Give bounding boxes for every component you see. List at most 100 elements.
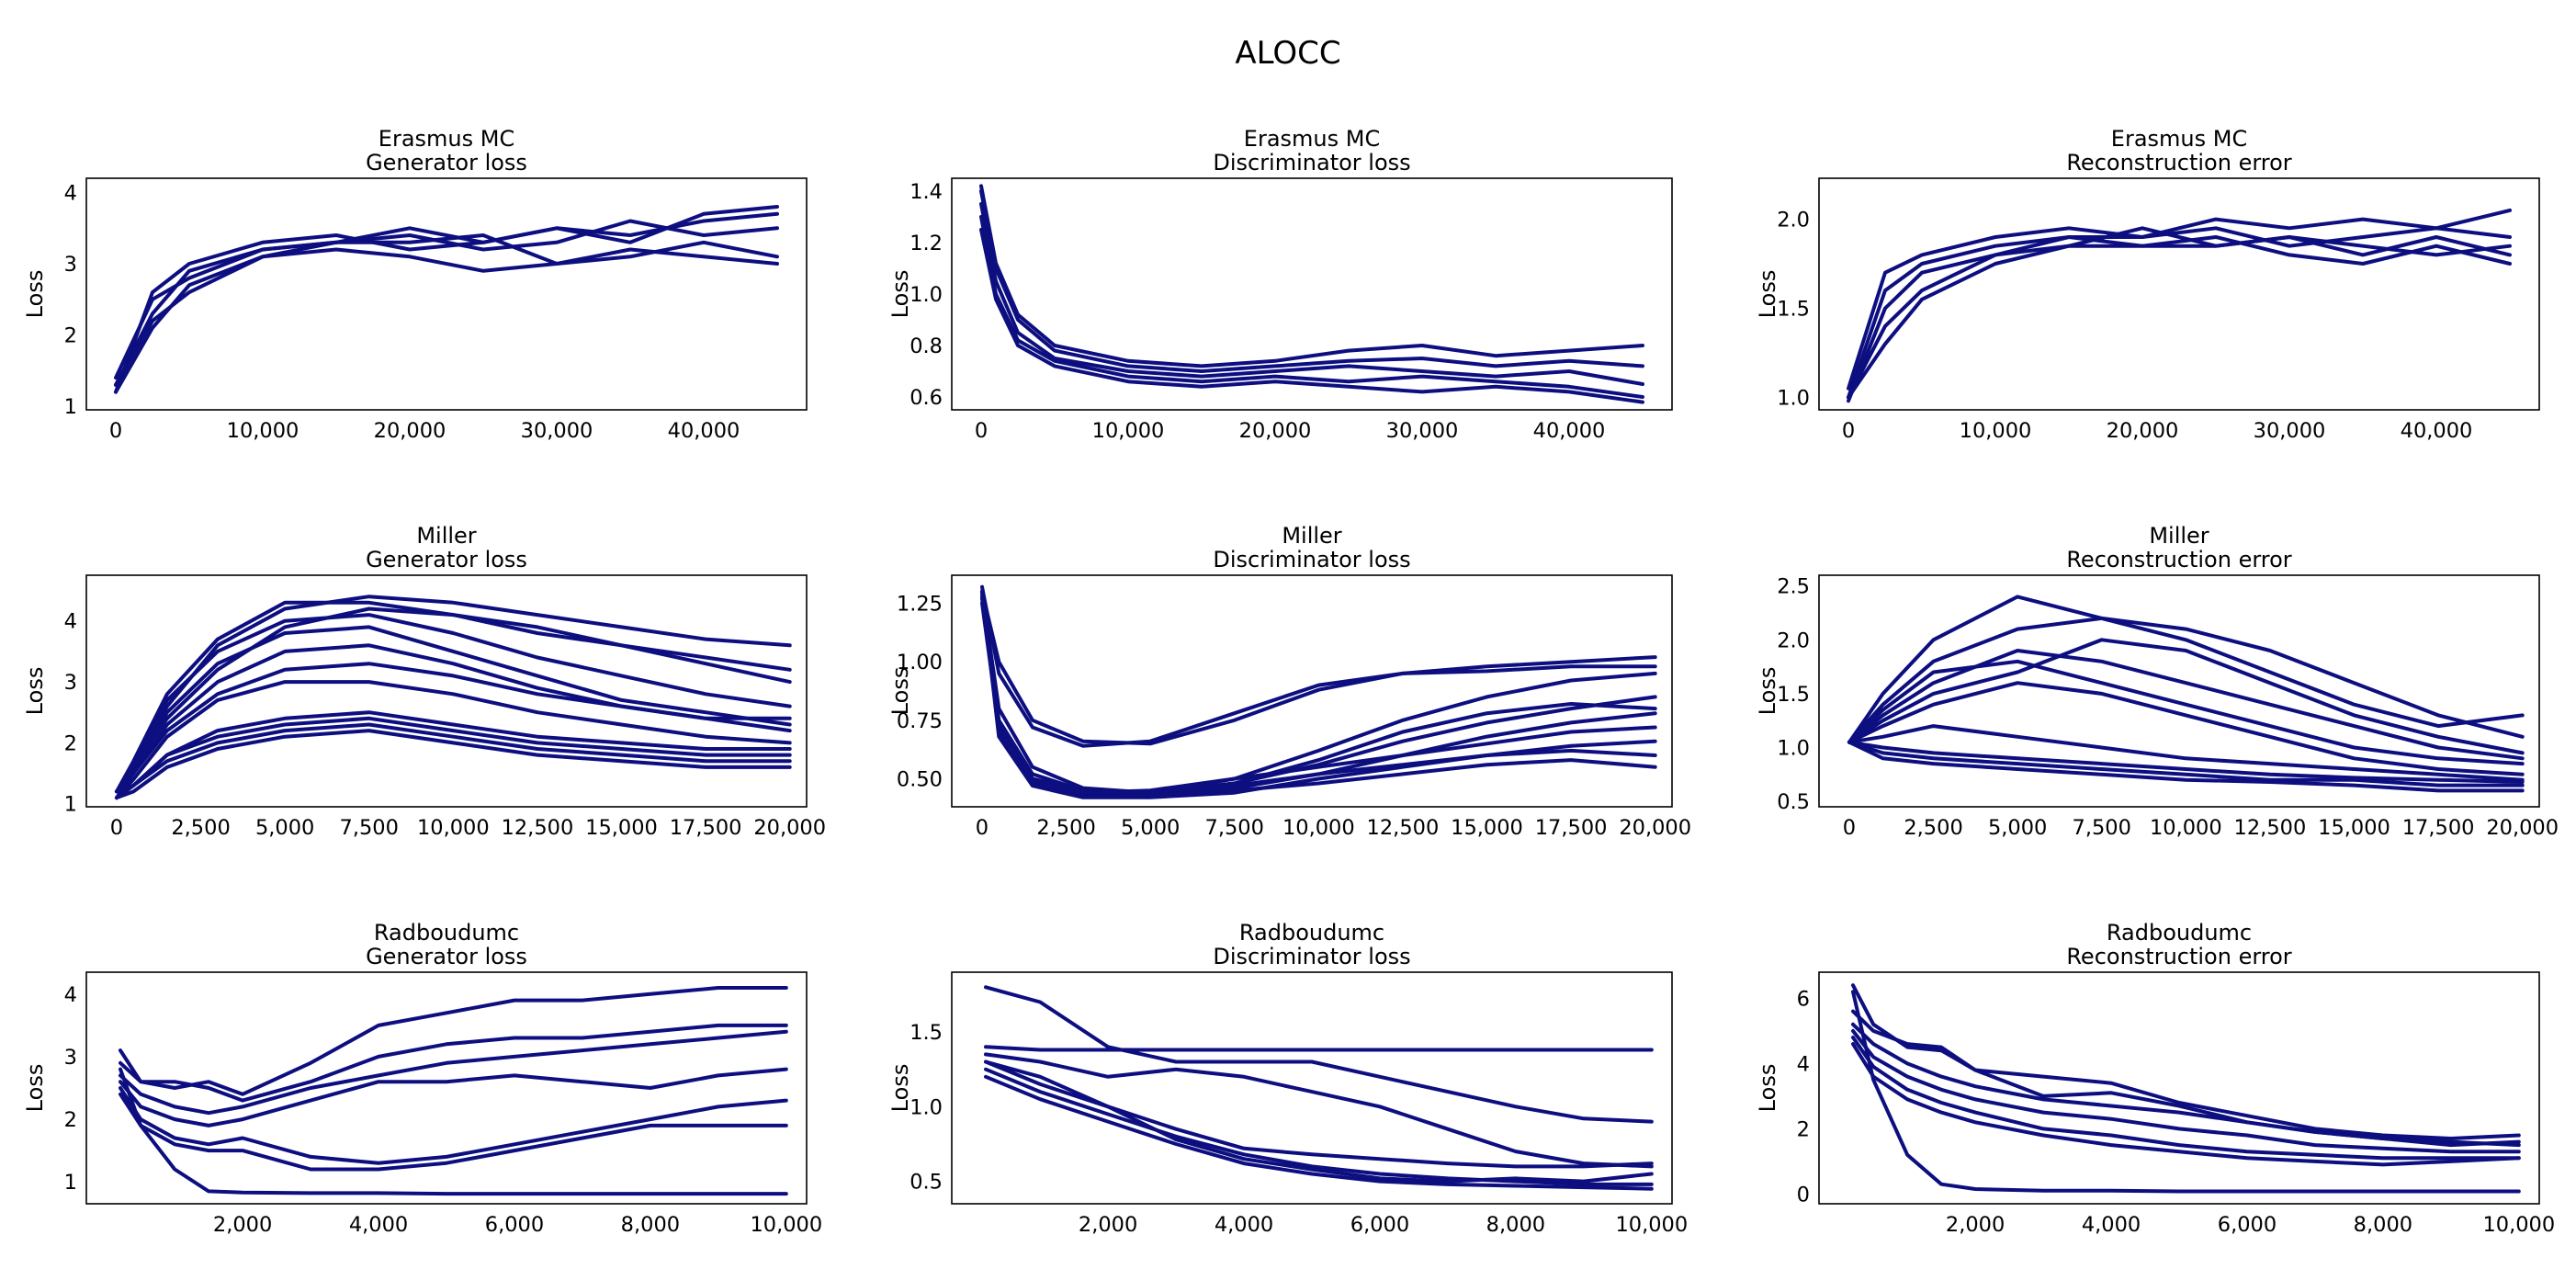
y-tick-label: 2 [64,324,77,348]
axes-frame [1818,574,2540,808]
y-tick-label: 2.0 [1777,629,1810,652]
x-tick-label: 7,500 [340,816,399,840]
series-line-5 [119,1067,788,1127]
y-tick-label: 0.8 [910,334,943,358]
series-line-6 [1847,724,2525,782]
axes-frame [1818,971,2540,1205]
axes-frame [85,971,808,1205]
series-line-5 [984,1067,1654,1186]
x-tick-label: 10,000 [1092,419,1165,443]
y-axis-label: Loss [1755,1064,1780,1113]
axes-frame [951,177,1673,411]
x-tick-label: 10,000 [750,1213,822,1237]
axes-frame [951,971,1673,1205]
series-group [979,184,1644,404]
x-tick-label: 8,000 [1486,1213,1545,1237]
x-tick-label: 0 [1843,816,1856,840]
y-tick-label: 1.0 [910,1095,943,1119]
x-tick-label: 40,000 [668,419,740,443]
figure-title: ALOCC [1235,35,1341,72]
y-axis-label: Loss [887,1064,913,1113]
x-tick-label: 12,500 [502,816,574,840]
series-line-12 [115,729,792,800]
x-tick-label: 2,500 [1904,816,1962,840]
series-line-4 [119,1029,788,1116]
series-line-7 [115,680,792,800]
y-tick-label: 1.25 [897,593,943,617]
y-tick-label: 0.75 [897,709,943,733]
series-line-2 [1847,616,2525,744]
series-line-3 [114,233,779,394]
x-tick-label: 10,000 [227,419,299,443]
x-tick-label: 5,000 [255,816,314,840]
series-line-5 [114,247,779,387]
x-tick-label: 0 [975,419,988,443]
y-tick-label: 1.0 [1777,386,1810,410]
x-tick-label: 6,000 [2218,1213,2277,1237]
series-line-4 [1847,659,2525,766]
y-axis-label: Loss [887,667,913,716]
axes-frame [85,177,808,411]
y-tick-label: 0.6 [910,386,943,410]
y-tick-label: 1.5 [910,1021,943,1045]
y-tick-label: 4 [64,182,77,206]
x-tick-label: 10,000 [1282,816,1355,840]
series-line-2 [980,584,1657,748]
y-tick-label: 1 [64,395,77,419]
series-line-4 [984,1059,1654,1169]
series-line-4 [1851,1022,2521,1148]
series-line-10 [1847,638,2525,755]
subplot-subtitle: Discriminator loss [1213,150,1410,176]
subplot-subtitle: Discriminator loss [1213,547,1410,572]
series-line-1 [114,211,779,394]
subplot-subtitle: Generator loss [366,944,527,969]
y-tick-label: 1.5 [1777,683,1810,707]
x-tick-label: 6,000 [485,1213,544,1237]
series-line-8 [115,662,792,794]
x-tick-label: 6,000 [1350,1213,1409,1237]
y-tick-label: 6 [1797,987,1810,1011]
y-tick-label: 1.4 [910,180,943,204]
series-line-2 [979,202,1644,386]
subplot-title: Miller [1282,523,1341,549]
subplot-title: Erasmus MC [1244,126,1380,152]
series-line-4 [1847,208,2512,391]
series-line-1 [979,189,1644,373]
x-tick-label: 5,000 [1988,816,2047,840]
series-line-10 [115,722,792,800]
subplot-title: Miller [416,523,476,549]
x-tick-label: 20,000 [1239,419,1312,443]
series-group [1847,595,2525,793]
x-tick-label: 0 [109,419,122,443]
series-line-5 [1851,1028,2521,1154]
y-tick-label: 0.5 [910,1171,943,1195]
x-tick-label: 30,000 [2254,419,2326,443]
y-tick-label: 2.5 [1777,575,1810,599]
series-line-6 [984,1074,1654,1191]
y-tick-label: 1 [64,793,77,817]
subplot-title: Erasmus MC [2111,126,2247,152]
x-tick-label: 4,000 [349,1213,408,1237]
x-tick-label: 17,500 [1535,816,1608,840]
subplot-subtitle: Reconstruction error [2066,150,2291,176]
y-tick-label: 2.0 [1777,209,1810,232]
series-line-1 [980,589,1657,746]
y-axis-label: Loss [22,270,48,319]
y-tick-label: 1.00 [897,651,943,674]
y-axis-label: Loss [22,667,48,716]
y-tick-label: 2 [1797,1117,1810,1141]
series-group [115,595,792,800]
subplot-title: Miller [2149,523,2209,549]
x-tick-label: 0 [110,816,123,840]
series-line-11 [115,710,792,800]
x-tick-label: 0 [1842,419,1855,443]
series-line-7 [1847,740,2525,787]
series-line-6 [115,606,792,794]
x-tick-label: 40,000 [1533,419,1606,443]
series-line-1 [115,595,792,794]
y-tick-label: 2 [64,731,77,755]
